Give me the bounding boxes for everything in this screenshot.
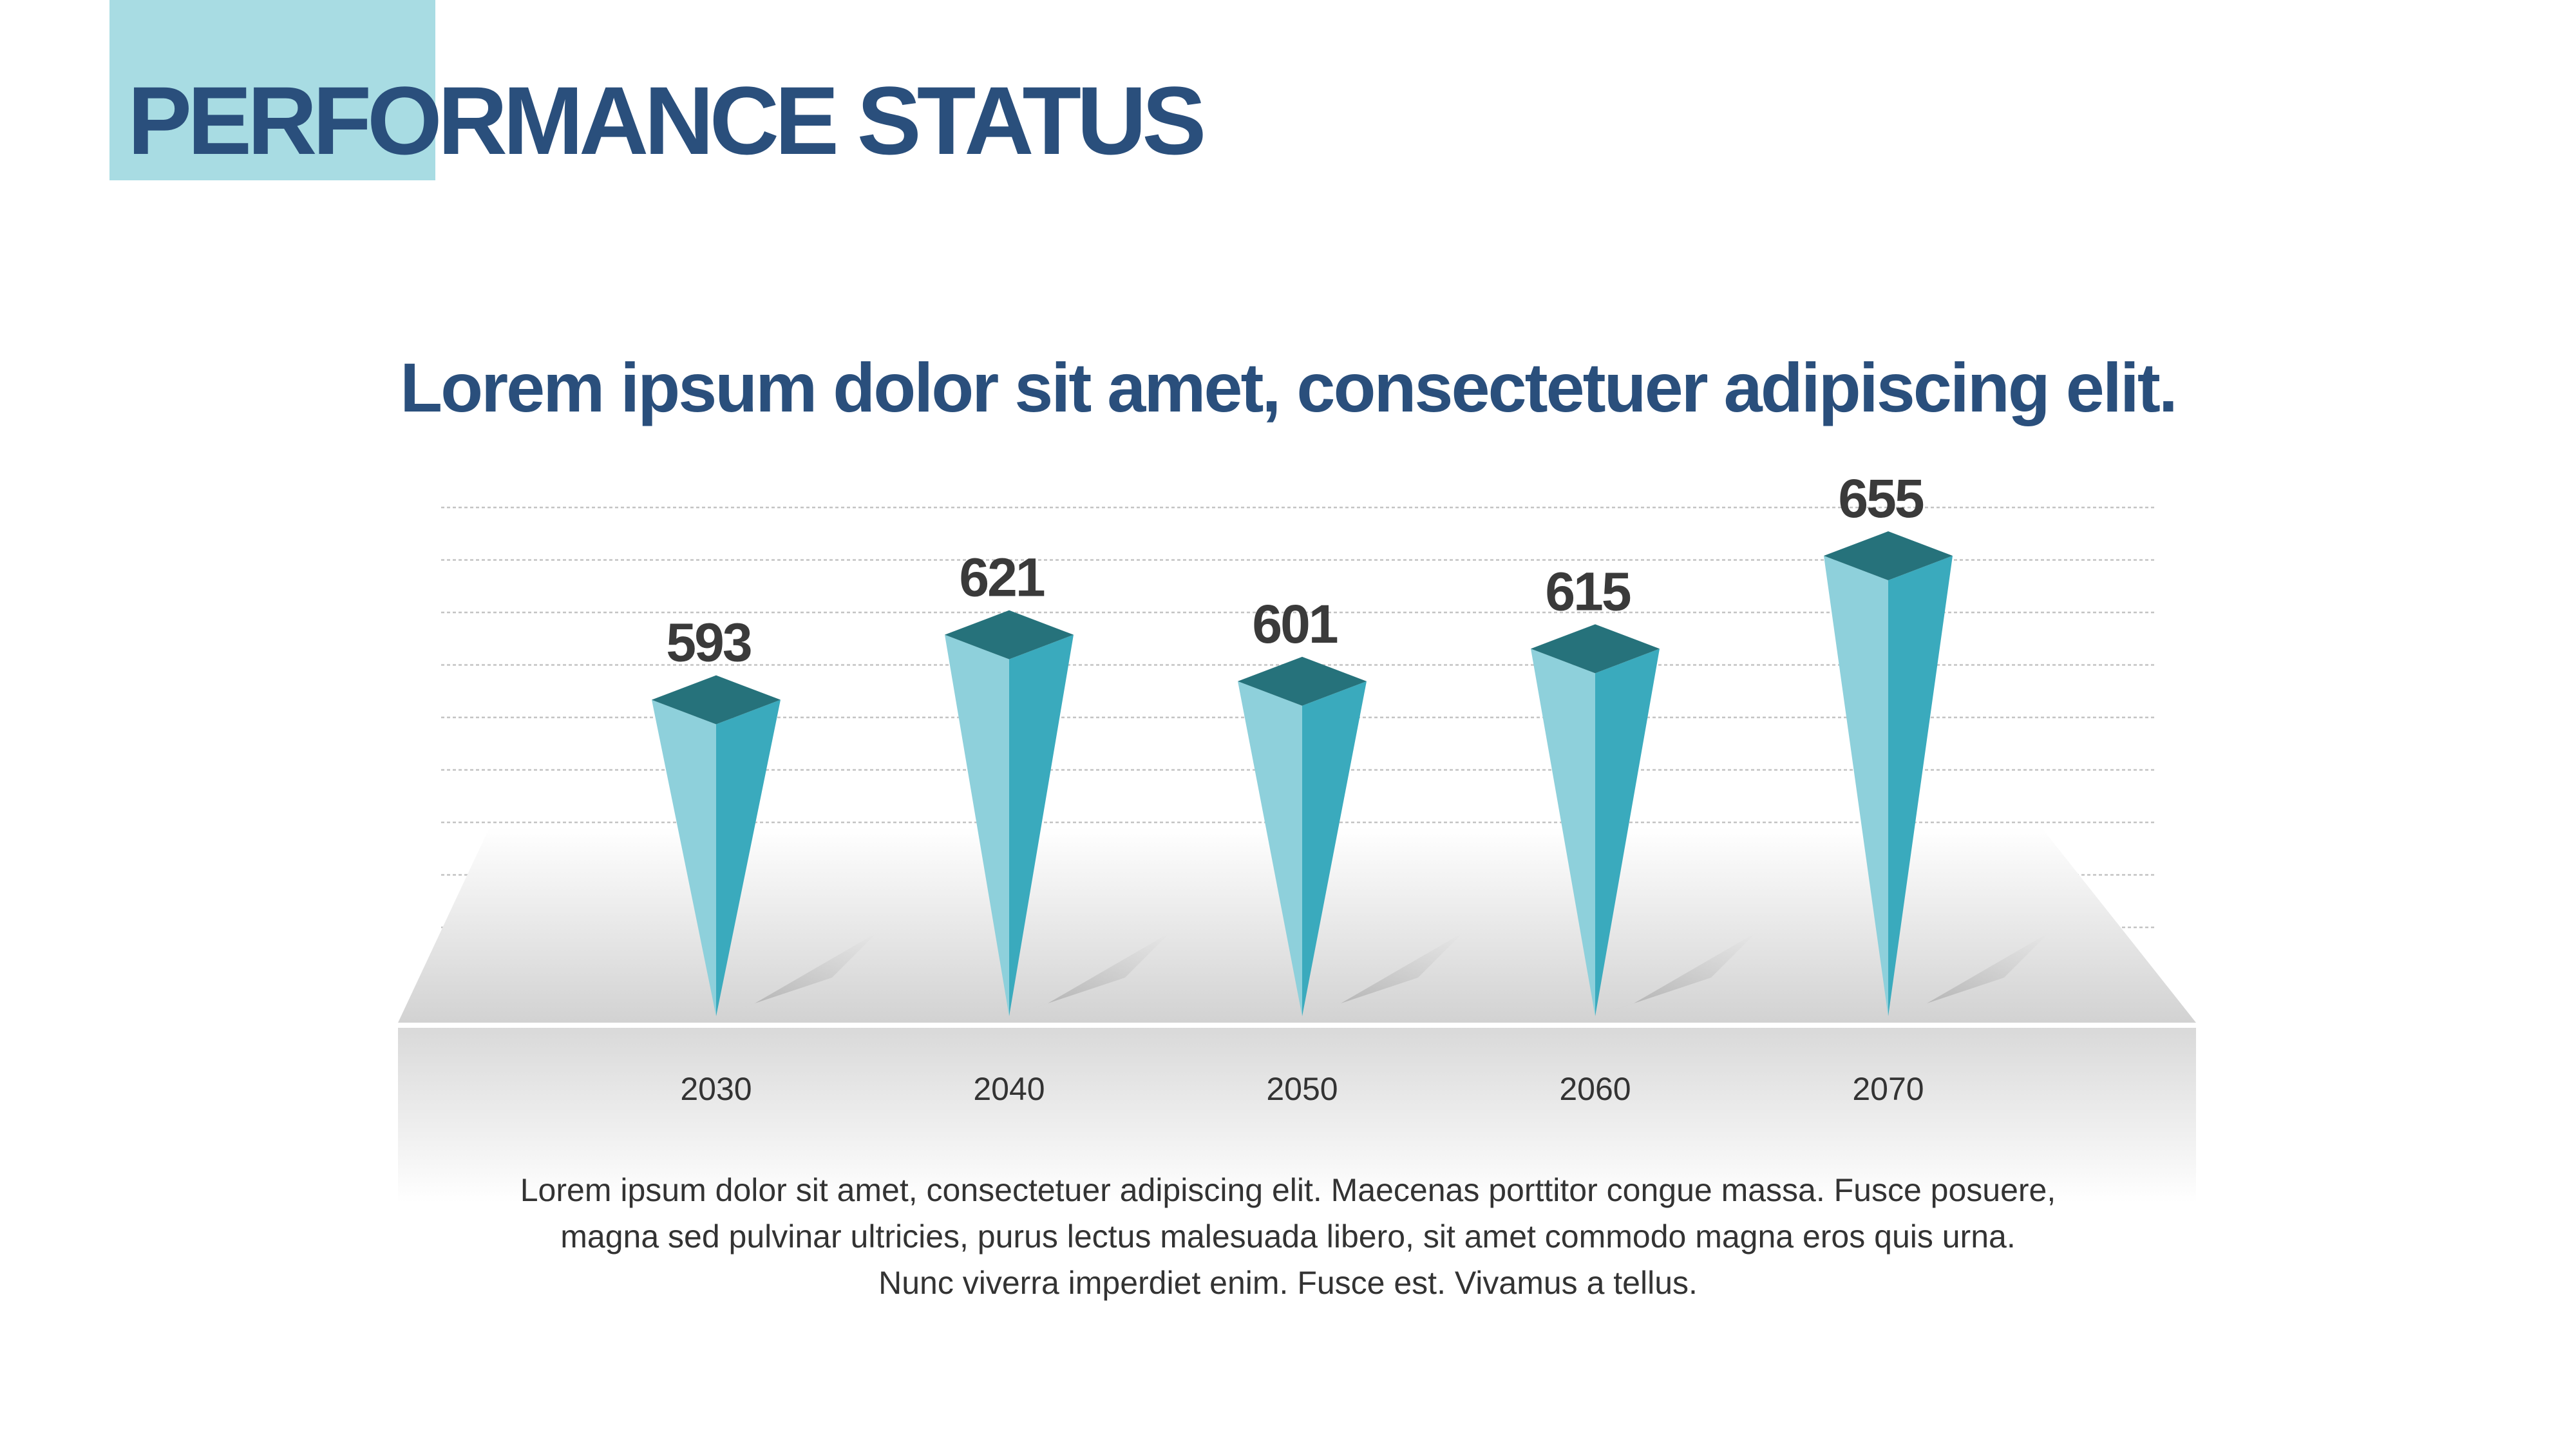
value-label: 601 (1252, 594, 1337, 654)
description-line: Nunc viverra imperdiet enim. Fusce est. … (878, 1265, 1698, 1301)
x-tick-label: 2040 (973, 1071, 1045, 1107)
bar-right-face (716, 699, 781, 1016)
bar-left-face (1531, 649, 1595, 1016)
bar-right-face (1595, 649, 1660, 1016)
value-label: 615 (1545, 561, 1630, 621)
bar (945, 610, 1074, 1016)
value-labels: 593 621 601 615 655 (666, 468, 1925, 673)
value-label: 655 (1838, 468, 1923, 529)
x-tick-labels: 2030 2040 2050 2060 2070 (680, 1071, 1924, 1107)
bar-left-face (1238, 681, 1302, 1016)
value-label: 621 (959, 547, 1044, 608)
bar-cap (652, 675, 781, 724)
bars (652, 531, 1953, 1016)
chart-heading: Lorem ipsum dolor sit amet, consectetuer… (400, 348, 2178, 426)
x-tick-label: 2060 (1559, 1071, 1631, 1107)
description-line: Lorem ipsum dolor sit amet, consectetuer… (520, 1172, 2056, 1208)
description-text: Lorem ipsum dolor sit amet, consectetuer… (451, 1167, 2125, 1306)
page-title: PERFORMANCE STATUS (128, 66, 1206, 175)
bar (652, 675, 781, 1016)
bar-right-face (1302, 681, 1367, 1016)
bar-cap (1238, 656, 1367, 706)
bar (1531, 624, 1660, 1016)
chart-floor-front (398, 1023, 2196, 1203)
x-tick-label: 2030 (680, 1071, 752, 1107)
bar-right-face (1888, 556, 1953, 1016)
bar-cap (1531, 624, 1660, 674)
description-line: magna sed pulvinar ultricies, purus lect… (560, 1218, 2016, 1255)
bar-left-face (1824, 556, 1888, 1016)
bar-cap (1824, 531, 1953, 581)
bar-left-face (945, 634, 1009, 1016)
bar-left-face (652, 699, 716, 1016)
value-label: 593 (666, 612, 750, 673)
x-tick-label: 2050 (1266, 1071, 1338, 1107)
title-accent-block (109, 0, 435, 180)
bar-right-face (1009, 634, 1074, 1016)
bar (1824, 531, 1953, 1016)
x-tick-label: 2070 (1852, 1071, 1924, 1107)
bar (1238, 656, 1367, 1016)
bar-cap (945, 610, 1074, 659)
